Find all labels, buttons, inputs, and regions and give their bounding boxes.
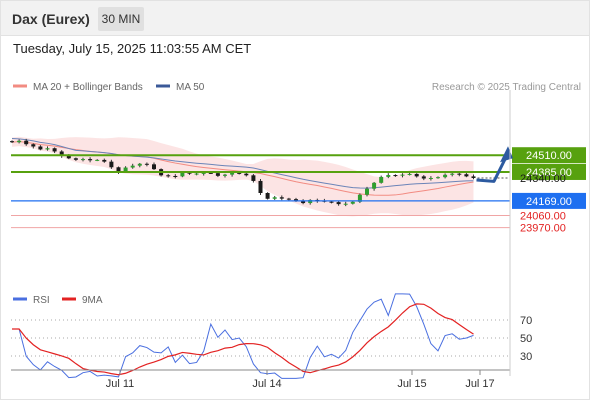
x-tick-label: Jul 14 [252,378,281,390]
candle-body [173,175,178,177]
candle-body [265,192,270,199]
candle-body [88,159,93,161]
candle-body [81,159,85,161]
candle-body [393,175,398,177]
level-label: 24169.00 [526,196,572,208]
candle-body [123,167,128,172]
candle-body [286,198,291,200]
candle-body [372,182,377,189]
rsi-9ma-line [12,303,474,376]
candle-body [73,158,78,160]
candle-body [400,174,405,176]
candle-body [386,175,391,177]
legend-label-9ma: 9MA [82,295,103,306]
candle-body [45,148,50,150]
candle-body [471,176,476,178]
candle-body [301,201,306,204]
rsi-level-label: 70 [520,315,532,327]
legend-label-ma50: MA 50 [176,82,205,93]
candle-body [166,175,171,177]
projection-arrow [476,156,508,183]
timestamp: Tuesday, July 15, 2025 11:03:55 AM CET [13,41,252,56]
candle-body [109,161,114,168]
candle-body [180,172,185,177]
timeframe-button[interactable]: 30 MIN [98,7,144,31]
level-label: 24340.00 [520,173,566,185]
candle-body [436,177,440,179]
rsi-level-label: 30 [520,351,532,363]
candle-body [428,177,433,179]
candle-body [407,173,412,175]
candle-body [272,197,277,199]
legend-label-rsi: RSI [33,295,50,306]
candle-body [294,199,298,202]
ma50-line [11,138,474,189]
candle-body [350,201,355,204]
candle-body [450,173,455,175]
candle-body [31,144,36,147]
candle-body [357,194,362,202]
level-label: 24060.00 [520,211,566,223]
rsi-level-label: 50 [520,333,532,345]
candle-body [464,174,469,177]
bollinger-band [12,136,474,217]
candle-body [130,165,135,168]
candle-body [24,140,29,145]
x-tick-label: Jul 11 [106,378,135,390]
level-badge [512,163,586,180]
candle-body [215,173,220,176]
candle-body [457,173,462,175]
chart-title: Dax (Eurex) [12,11,90,27]
candle-body [414,173,419,177]
candle-body [230,172,235,175]
candle-body [251,175,256,181]
candle-body [223,174,227,176]
legend-label-ma20: MA 20 + Bollinger Bands [33,82,143,93]
candle-body [102,159,107,162]
attribution: Research © 2025 Trading Central [432,82,581,93]
candle-body [66,155,71,159]
x-tick-label: Jul 17 [465,378,494,390]
candle-body [144,163,149,165]
level-badge [512,192,586,209]
level-label: 23970.00 [520,223,566,235]
candle-body [38,146,43,150]
candle-body [329,201,334,203]
candle-body [343,203,348,205]
candle-body [244,173,249,176]
candle-body [116,167,121,172]
header-bar: Dax (Eurex) 30 MIN [1,1,589,36]
candle-body [443,174,448,178]
candle-body [421,176,426,179]
candle-body [194,173,199,175]
candle-body [279,197,284,199]
candle-body [52,148,57,152]
candle-body [379,176,384,183]
candle-body [152,164,156,170]
candle-body [10,141,14,143]
candle-body [187,172,192,174]
level-label: 24385.00 [526,167,572,179]
candle-body [208,172,213,174]
candle-body [137,163,142,166]
candle-body [59,151,64,156]
candle-body [336,202,341,205]
candle-body [201,172,206,174]
candle-body [237,172,242,174]
candle-body [258,180,263,193]
rsi-line [12,293,474,379]
candle-body [17,140,22,143]
level-label: 24510.00 [526,150,572,162]
candle-body [95,159,100,161]
candle-body [365,188,369,195]
level-badge [512,147,586,164]
x-tick-label: Jul 15 [397,378,426,390]
